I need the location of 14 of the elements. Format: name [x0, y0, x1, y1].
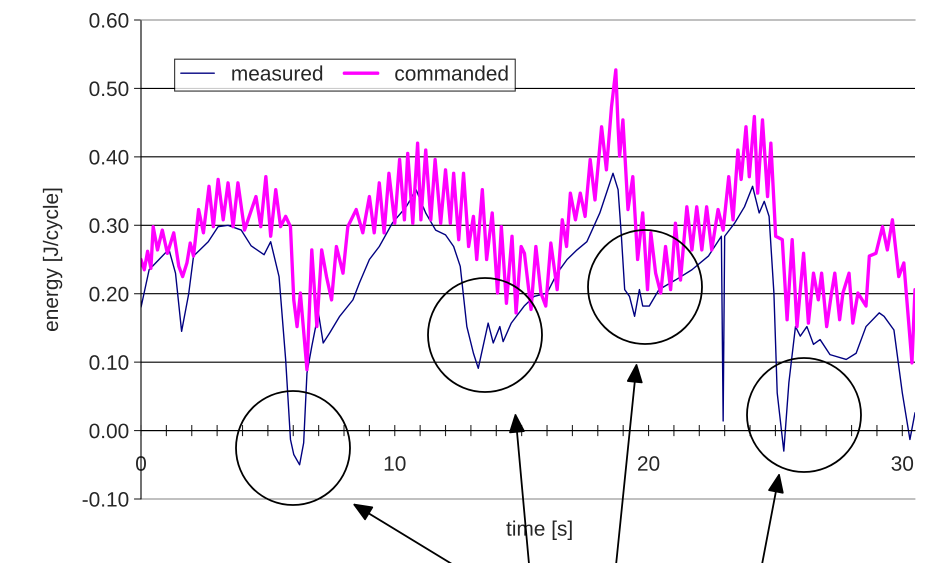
y-tick-label: 0.10	[89, 355, 128, 370]
x-tick-label: 10	[384, 456, 406, 471]
x-tick-label: 20	[638, 456, 660, 471]
legend-label: measured	[232, 65, 322, 81]
y-tick-label: -0.10	[82, 492, 128, 507]
y-tick-label: 0.40	[89, 150, 128, 165]
x-tick-label: 30	[892, 456, 914, 471]
legend-label: commanded	[395, 65, 508, 81]
y-tick-label: 0.00	[89, 424, 128, 438]
y-axis-title: energy [J/cycle]	[42, 188, 62, 331]
y-tick-label: 0.60	[89, 13, 128, 28]
y-tick-label: 0.50	[89, 81, 128, 96]
y-tick-label: 0.20	[89, 286, 128, 302]
y-tick-label: 0.30	[89, 218, 128, 234]
